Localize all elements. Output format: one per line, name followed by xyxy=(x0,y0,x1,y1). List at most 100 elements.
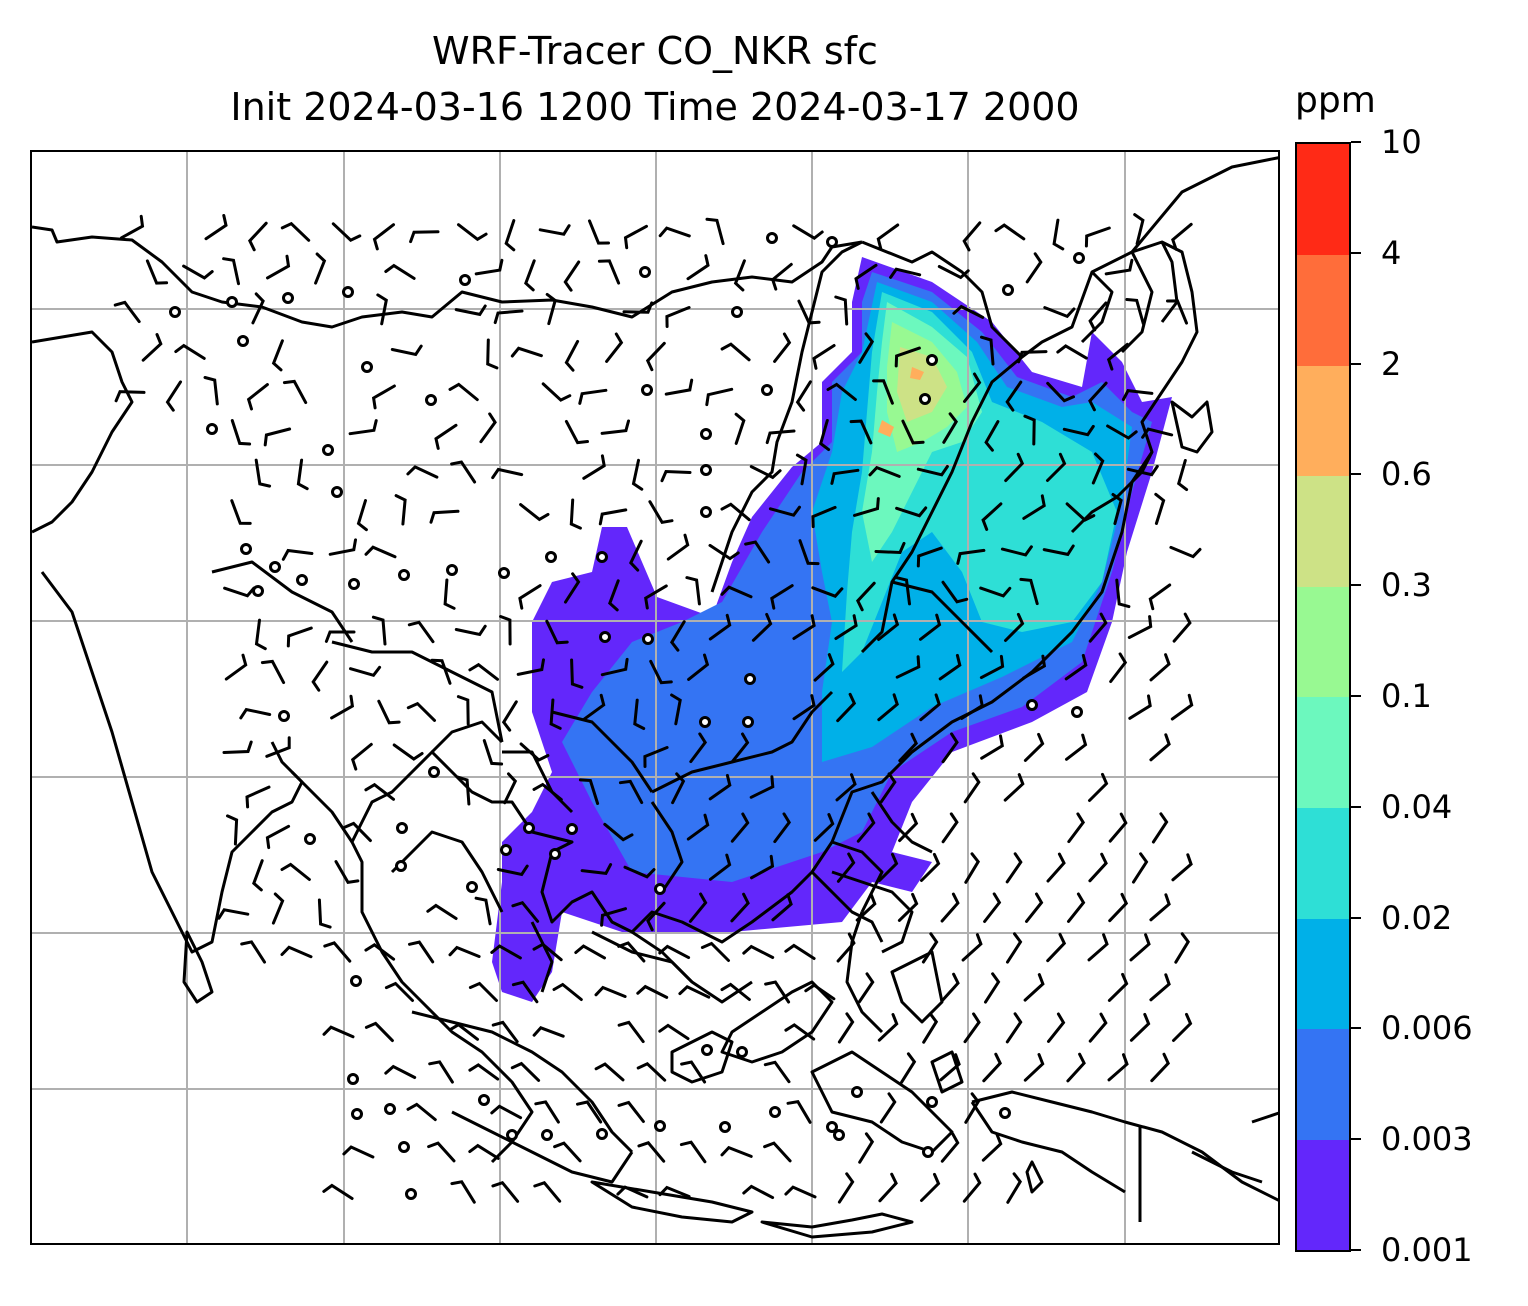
colorbar-tick-label: 0.1 xyxy=(1381,677,1432,715)
calm-wind-circle xyxy=(719,1121,731,1133)
wind-barb xyxy=(328,538,357,556)
wind-barb xyxy=(468,662,499,681)
wind-barb xyxy=(1149,733,1171,762)
wind-barb xyxy=(251,292,265,325)
wind-barb xyxy=(239,707,272,720)
wind-barb xyxy=(898,732,918,763)
wind-barb xyxy=(552,982,583,1001)
calm-wind-circle xyxy=(1071,706,1083,718)
wind-barb xyxy=(963,372,982,403)
wind-barb xyxy=(854,263,878,290)
wind-barbs xyxy=(113,213,1202,1204)
wind-barb xyxy=(1088,852,1108,883)
wind-barb xyxy=(665,306,691,328)
wind-barb xyxy=(836,932,856,963)
wind-barb xyxy=(597,259,621,285)
wind-barb xyxy=(920,1172,941,1202)
wind-barb xyxy=(230,419,252,446)
calm-wind-circle xyxy=(237,335,249,347)
wind-barb xyxy=(254,458,272,488)
wind-barb xyxy=(324,630,356,643)
colorbar-segment xyxy=(1297,807,1349,919)
wind-barb xyxy=(853,497,880,517)
wind-barb xyxy=(524,259,536,292)
wind-barb xyxy=(501,700,518,732)
wind-barb xyxy=(280,945,313,959)
wind-barb xyxy=(1064,653,1088,681)
wind-barb xyxy=(569,498,582,530)
map-panel xyxy=(30,150,1280,1245)
wind-barb xyxy=(252,859,264,892)
wind-barb xyxy=(1109,652,1128,683)
wind-barb xyxy=(576,1100,603,1124)
wind-barb xyxy=(605,332,624,363)
wind-barb xyxy=(532,942,563,962)
wind-barb xyxy=(876,223,900,251)
wind-barb xyxy=(749,465,782,480)
wind-barb xyxy=(877,693,899,722)
wind-barb xyxy=(1043,306,1076,319)
wind-barb xyxy=(486,338,499,370)
wind-barb xyxy=(742,944,775,959)
wind-barb xyxy=(742,1184,775,1200)
wind-barb xyxy=(916,465,949,477)
wind-barb xyxy=(317,898,332,929)
wind-barb xyxy=(784,943,816,960)
calm-wind-circle xyxy=(919,393,931,405)
colorbar-tick xyxy=(1351,1138,1361,1141)
calm-wind-circle xyxy=(826,1121,838,1133)
wind-barb xyxy=(895,506,928,518)
wind-barb xyxy=(377,699,401,725)
wind-barb xyxy=(384,981,414,1002)
wind-barb xyxy=(448,1022,479,1041)
wind-barb xyxy=(371,384,396,410)
wind-barb xyxy=(637,1141,666,1163)
calm-wind-circle xyxy=(446,564,458,576)
wind-barb xyxy=(720,342,751,362)
wind-barb xyxy=(608,579,620,612)
wind-barb xyxy=(254,618,267,651)
wind-barb xyxy=(296,458,309,491)
wind-barb xyxy=(1129,1012,1151,1042)
wind-barb xyxy=(1169,545,1202,559)
wind-barb xyxy=(941,732,959,764)
colorbar-segment xyxy=(1297,1028,1349,1140)
calm-wind-circle xyxy=(500,844,512,856)
wind-barb xyxy=(983,892,1002,923)
wind-barb xyxy=(856,812,876,843)
wind-barb xyxy=(671,772,686,805)
wind-barb xyxy=(263,427,292,447)
wind-barb xyxy=(646,901,666,932)
wind-barb xyxy=(633,698,646,730)
wind-barb xyxy=(962,1172,982,1203)
wind-barb xyxy=(858,1132,875,1164)
calm-wind-circle xyxy=(731,306,743,318)
wind-barb xyxy=(457,223,488,242)
wind-barb xyxy=(669,620,686,652)
wind-barb xyxy=(247,221,268,252)
wind-barb xyxy=(468,1143,500,1160)
wind-barb xyxy=(286,626,313,648)
wind-barb xyxy=(1088,612,1108,643)
wind-barb xyxy=(545,292,557,326)
wind-barb xyxy=(1005,1012,1023,1044)
wind-barb xyxy=(629,539,643,572)
wind-barb xyxy=(921,932,939,964)
wind-barb xyxy=(1067,892,1086,923)
wind-barb xyxy=(1006,1172,1023,1204)
wind-barb xyxy=(900,1052,917,1084)
calm-wind-circle xyxy=(654,883,666,895)
wind-barb xyxy=(266,254,291,280)
wind-barb xyxy=(448,945,481,958)
wind-barb xyxy=(426,903,458,920)
wind-barb xyxy=(858,332,875,364)
colorbar-tick xyxy=(1351,1249,1361,1251)
wind-barb xyxy=(594,1062,625,1082)
wind-barb xyxy=(479,412,497,444)
wind-barb xyxy=(770,262,793,291)
wind-barb xyxy=(849,419,873,445)
wind-barb xyxy=(645,341,666,372)
wind-barb xyxy=(456,775,471,806)
wind-barb xyxy=(174,343,206,360)
wind-barb xyxy=(1149,973,1171,1002)
